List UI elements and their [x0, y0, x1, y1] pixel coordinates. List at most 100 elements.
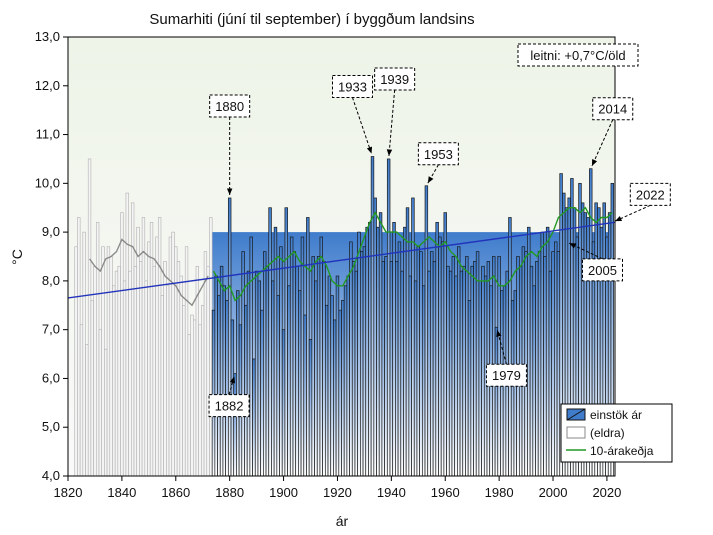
annotation-label: 1939	[380, 72, 409, 87]
older-bar	[141, 217, 146, 476]
bar	[524, 251, 528, 476]
annotation-arrowhead	[591, 158, 598, 166]
legend-label-older: (eldra)	[590, 426, 625, 440]
older-bar	[112, 285, 116, 476]
older-bar	[98, 329, 102, 476]
bar	[411, 197, 415, 476]
bar	[217, 295, 221, 476]
bar	[260, 309, 264, 476]
legend-label-mean: 10-árakeðja	[590, 444, 654, 458]
bar	[338, 309, 342, 476]
annotation-arrow-line	[496, 329, 507, 365]
y-tick-label: 9,0	[42, 224, 60, 239]
bar	[470, 265, 474, 476]
annotation-arrowhead	[366, 146, 373, 154]
older-bar	[101, 246, 105, 476]
bar	[292, 251, 297, 476]
y-tick-label: 8,0	[42, 273, 60, 288]
x-tick-label: 1940	[377, 485, 406, 500]
bar	[395, 261, 399, 476]
annotation-2014: 2014	[591, 97, 634, 167]
bar	[435, 222, 439, 476]
annotation-arrowhead	[569, 243, 577, 249]
plot-frame	[67, 36, 616, 477]
older-bar	[157, 217, 162, 476]
bar	[386, 158, 391, 476]
bar	[384, 256, 388, 476]
x-tick-label: 1980	[485, 485, 514, 500]
bar	[362, 246, 367, 476]
bar	[532, 285, 536, 476]
bar	[324, 304, 329, 476]
older-bar	[179, 275, 183, 476]
bar	[263, 251, 267, 476]
bar	[306, 217, 310, 476]
bar	[271, 280, 275, 476]
bar	[227, 197, 232, 476]
older-bar	[152, 265, 156, 476]
x-tick-label: 2000	[539, 485, 568, 500]
bar	[257, 280, 262, 476]
bar	[287, 285, 291, 476]
older-bar	[198, 324, 202, 476]
bar	[424, 185, 429, 476]
bar	[273, 226, 278, 476]
annotation-box	[629, 182, 671, 206]
older-bar	[120, 212, 124, 476]
annotation-1933: 1933	[331, 75, 373, 154]
older-bar	[85, 343, 89, 476]
x-tick-label: 1860	[161, 485, 190, 500]
annotation-label: 1882	[215, 399, 244, 414]
annotation-arrowhead	[229, 376, 236, 384]
trend-line	[68, 221, 615, 299]
bar	[389, 261, 394, 476]
older-bar	[131, 202, 135, 476]
annotation-box	[417, 142, 459, 166]
y-tick-label: 6,0	[42, 370, 60, 385]
older-bar	[139, 261, 143, 476]
bar	[289, 236, 294, 476]
older-bar	[147, 241, 151, 476]
older-bar	[190, 314, 194, 476]
older-bar	[87, 158, 92, 476]
running-mean-line	[212, 206, 613, 302]
bar	[529, 265, 534, 476]
bar	[376, 226, 380, 476]
bar	[419, 251, 423, 476]
annotation-box	[209, 94, 251, 118]
older-bar	[149, 222, 154, 476]
bar	[327, 275, 332, 476]
annotation-arrowhead	[496, 330, 502, 338]
bar	[284, 207, 288, 476]
older-bar	[155, 236, 159, 476]
bar	[443, 212, 447, 476]
bar	[341, 300, 345, 476]
bar	[335, 275, 340, 476]
legend-label-bars: einstök ár	[590, 408, 642, 422]
bar	[281, 329, 286, 476]
older-bar	[163, 261, 167, 476]
bar	[537, 251, 542, 476]
bar	[319, 236, 323, 476]
annotation-box	[331, 75, 373, 99]
bar	[311, 256, 315, 476]
chart-title: Sumarhiti (júní til september) í byggðum…	[149, 11, 474, 28]
older-bar	[166, 285, 170, 476]
y-tick-label: 12,0	[35, 78, 60, 93]
bar	[454, 275, 458, 476]
bar	[211, 309, 216, 476]
bar	[508, 217, 512, 476]
older-bar	[201, 304, 205, 476]
older-running-mean-line	[89, 238, 209, 307]
annotation-label: 2014	[598, 102, 627, 117]
older-bar	[206, 265, 210, 476]
legend-swatch-older	[566, 426, 586, 439]
x-tick-label: 2020	[592, 485, 621, 500]
y-tick-label: 5,0	[42, 419, 60, 434]
x-tick-label: 1840	[107, 485, 136, 500]
bar	[446, 265, 450, 476]
bar	[295, 265, 299, 476]
bar	[540, 231, 544, 476]
bar	[357, 231, 361, 476]
